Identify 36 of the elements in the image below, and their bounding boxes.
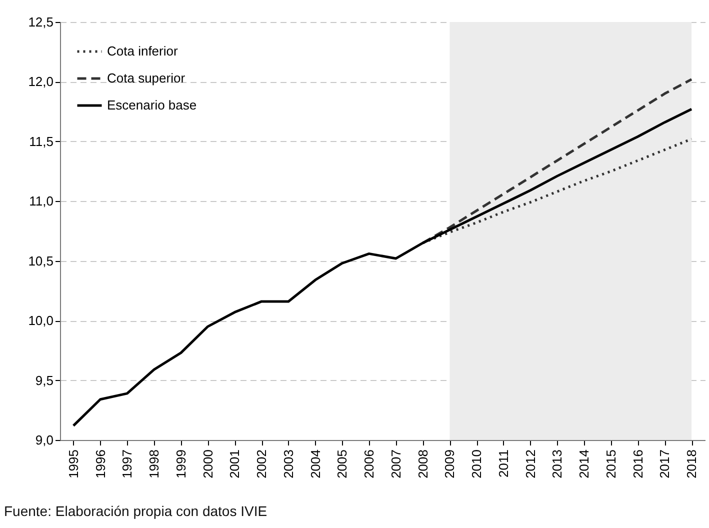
y-tick-label: 9,0 <box>35 432 54 448</box>
y-tick-label: 12,0 <box>28 74 54 90</box>
x-tick-label: 2014 <box>576 450 592 478</box>
x-tick-label: 1996 <box>92 450 108 478</box>
x-tick-label: 2003 <box>280 450 296 478</box>
x-tick-label: 2018 <box>684 450 700 478</box>
x-tick-label: 1997 <box>120 450 135 478</box>
legend-label: Escenario base <box>107 98 197 112</box>
x-tick-label: 2002 <box>254 450 270 478</box>
y-tick-label: 9,5 <box>35 372 54 388</box>
x-tick-label: 2006 <box>362 450 377 478</box>
x-tick-label: 2016 <box>630 450 646 478</box>
x-tick-label: 2008 <box>415 450 430 478</box>
source-note: Fuente: Elaboración propia con datos IVIE <box>4 503 268 519</box>
y-tick-label: 12,5 <box>28 14 54 30</box>
y-tick-label: 10,5 <box>28 253 54 268</box>
y-tick-label: 10,0 <box>28 313 54 328</box>
y-tick-label: 11,0 <box>29 194 54 209</box>
legend-label: Cota inferior <box>107 44 178 58</box>
x-tick-label: 2001 <box>227 450 242 478</box>
x-tick-label: 2015 <box>603 450 618 478</box>
x-tick-label: 2010 <box>469 450 484 478</box>
x-tick-label: 2017 <box>657 450 672 478</box>
x-tick-label: 2005 <box>334 450 350 478</box>
x-tick-label: 2009 <box>442 450 458 478</box>
y-tick-label: 11,5 <box>29 134 54 149</box>
x-tick-label: 1995 <box>66 450 81 478</box>
legend-label: Cota superior <box>107 70 186 86</box>
x-tick-label: 1998 <box>146 450 162 478</box>
x-tick-label: 2000 <box>200 450 216 478</box>
x-tick-label: 2012 <box>522 450 538 478</box>
x-tick-label: 2013 <box>550 450 565 478</box>
x-tick-label: 2011 <box>496 450 511 478</box>
x-tick-label: 2007 <box>388 450 404 478</box>
x-tick-label: 1999 <box>173 450 188 478</box>
x-tick-label: 2004 <box>308 450 323 478</box>
